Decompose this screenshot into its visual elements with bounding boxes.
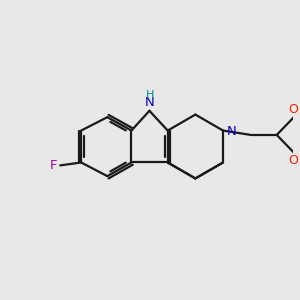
Text: F: F [50, 159, 57, 172]
Text: O: O [288, 103, 298, 116]
Text: H: H [146, 90, 154, 100]
Text: O: O [288, 154, 298, 167]
Text: N: N [226, 125, 236, 139]
Text: N: N [145, 96, 155, 109]
